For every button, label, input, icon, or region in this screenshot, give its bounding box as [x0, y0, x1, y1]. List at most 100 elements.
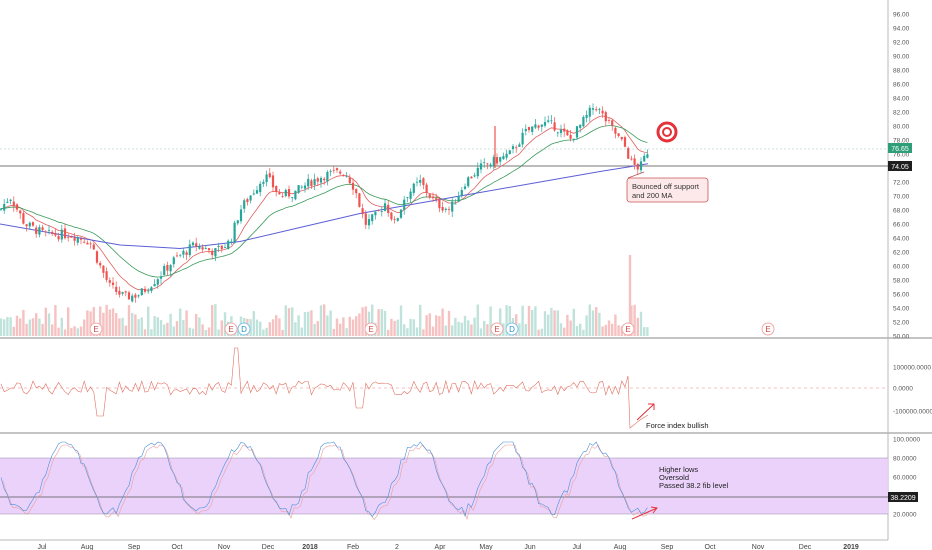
volume-bar — [639, 311, 643, 336]
ema-fast-line — [0, 115, 648, 291]
volume-bar — [620, 326, 623, 336]
time-tick-label: Jun — [524, 544, 535, 550]
candle-body — [99, 262, 102, 266]
svg-text:74.05: 74.05 — [891, 164, 909, 171]
volume-bar — [236, 327, 239, 336]
event-marker[interactable]: E — [364, 322, 378, 336]
candle-body — [393, 219, 396, 220]
volume-bar — [435, 315, 438, 336]
event-marker[interactable]: E — [761, 322, 775, 336]
volume-bar — [271, 319, 275, 336]
time-tick-label: 2018 — [302, 544, 318, 550]
volume-bar — [393, 320, 396, 336]
candle-body — [214, 248, 217, 257]
stoch-tick-label: 60.0000 — [893, 475, 917, 482]
candle-body — [508, 150, 511, 155]
event-marker[interactable]: E — [490, 322, 504, 336]
svg-text:E: E — [228, 325, 233, 334]
volume-bar — [508, 306, 511, 336]
candle-body — [51, 231, 54, 234]
candle-body — [19, 210, 22, 214]
event-marker[interactable]: E — [89, 322, 103, 336]
candle-body — [550, 120, 553, 122]
candle-body — [374, 211, 377, 216]
volume-bar — [214, 304, 217, 336]
volume-bar — [259, 321, 262, 336]
price-axis: 96.00 94.00 92.00 90.00 88.00 86.00 84.00 82.00… — [893, 12, 910, 341]
candle-body — [9, 199, 12, 202]
candle-body — [207, 248, 211, 251]
volume-bar — [390, 318, 393, 336]
candle-body — [639, 161, 643, 171]
candle-body — [403, 199, 406, 210]
volume-bar — [582, 329, 585, 336]
volume-bar — [399, 305, 403, 336]
time-tick-label: Nov — [218, 544, 231, 550]
volume-bar — [313, 324, 316, 336]
candle-body — [108, 280, 111, 283]
candle-body — [627, 148, 630, 159]
volume-bar — [633, 304, 636, 336]
candle-body — [284, 189, 287, 197]
candle-body — [329, 170, 332, 172]
candle-body — [143, 288, 147, 292]
candle-body — [297, 185, 300, 193]
force-tick-label: 0.0000 — [893, 386, 913, 393]
volume-bar — [489, 306, 492, 336]
volume-bar — [351, 319, 355, 336]
candle-body — [566, 130, 569, 136]
candle-body — [527, 126, 531, 131]
candle-body — [140, 288, 143, 296]
volume-bar — [425, 315, 428, 336]
candle-body — [335, 168, 339, 171]
event-marker[interactable]: D — [505, 322, 519, 336]
svg-text:E: E — [368, 325, 373, 334]
volume-bar — [483, 320, 486, 336]
candle-body — [294, 190, 297, 200]
volume-bar — [431, 326, 435, 336]
candle-body — [211, 250, 214, 256]
volume-bar — [454, 317, 457, 336]
event-marker[interactable]: D — [237, 322, 251, 336]
price-tick-label: 66.00 — [893, 222, 910, 229]
ma200-line — [0, 163, 649, 250]
volume-bar — [281, 329, 284, 336]
time-tick-label: Sep — [661, 544, 674, 550]
volume-bar — [553, 310, 556, 336]
candle-body — [227, 240, 230, 250]
volume-bar — [332, 328, 335, 336]
volume-bar — [143, 329, 147, 336]
force-line — [0, 347, 649, 429]
volume-bar — [265, 327, 268, 336]
volume-bar — [607, 320, 611, 336]
event-marker[interactable]: E — [621, 322, 635, 336]
candle-body — [611, 120, 614, 126]
volume-bar — [585, 315, 588, 336]
volume-bar — [291, 307, 294, 336]
stoch-badge: 38.2209 — [888, 492, 918, 502]
volume-bar — [166, 322, 169, 336]
stoch-axis: 100.0000 80.0000 60.0000 20.0000 — [893, 437, 920, 519]
volume-bar — [476, 304, 479, 336]
volume-bar — [111, 308, 115, 336]
volume-bar — [182, 320, 185, 336]
candle-body — [255, 190, 259, 194]
volume-bar — [575, 325, 579, 336]
price-tick-label: 90.00 — [893, 54, 910, 61]
candle-body — [607, 120, 611, 121]
volume-bar — [543, 311, 547, 336]
candle-body — [479, 163, 483, 170]
candle-body — [515, 147, 518, 149]
volume-bar — [28, 319, 31, 336]
candle-body — [444, 208, 447, 210]
candle-body — [134, 294, 137, 298]
volume-bar — [70, 327, 73, 336]
volume-bar — [467, 320, 470, 336]
event-marker[interactable]: E — [224, 322, 238, 336]
volume-bar — [156, 317, 159, 336]
candle-body — [220, 245, 223, 250]
volume-bar — [547, 314, 550, 336]
candle-body — [473, 175, 476, 177]
volume-bar — [9, 317, 12, 336]
